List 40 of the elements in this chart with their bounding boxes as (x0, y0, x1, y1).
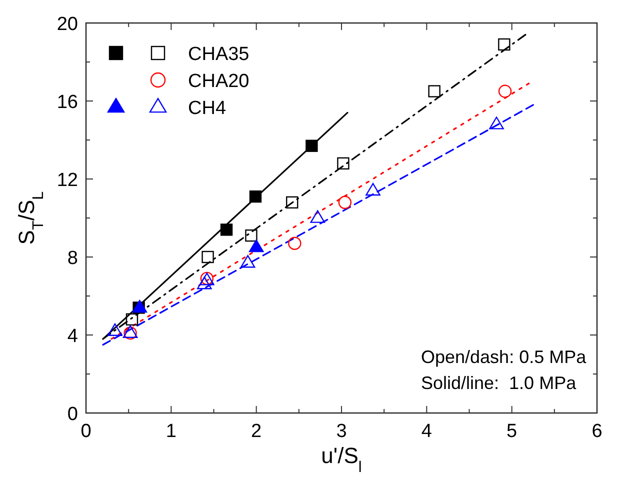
point (310, 210, 326, 223)
y-tick-label: 16 (56, 92, 78, 113)
x-tick-label: 3 (336, 421, 347, 442)
point (108, 323, 122, 336)
point (196, 276, 212, 290)
point (288, 236, 302, 250)
point (132, 300, 148, 313)
annotation: Solid/line: 1.0 MPa (421, 373, 578, 393)
point (366, 182, 380, 196)
point (240, 255, 256, 268)
x-tick-label: 2 (251, 421, 262, 442)
x-axis-title: u'/S$_{l}$ (321, 443, 362, 476)
legend-label: CH4 (188, 98, 226, 119)
x-tick-label: 0 (80, 421, 92, 442)
point (338, 196, 352, 209)
point (489, 116, 504, 130)
legend-label: CHA20 (188, 71, 250, 92)
x-tick-label: 5 (506, 421, 518, 442)
point (286, 196, 298, 208)
point (248, 240, 264, 252)
point (337, 157, 350, 170)
point (126, 313, 138, 326)
point (498, 38, 510, 51)
point (428, 85, 440, 98)
y-tick-label: 8 (67, 248, 78, 269)
point (220, 224, 233, 236)
y-tick-label: 20 (56, 14, 78, 35)
point (498, 84, 512, 98)
x-tick-label: 6 (592, 421, 602, 442)
point (202, 250, 214, 264)
annotation: Open/dash: 0.5 MPa (421, 347, 588, 367)
point (249, 190, 262, 203)
y-tick-label: 0 (67, 404, 78, 425)
y-tick-label: 12 (56, 170, 78, 191)
y-tick-label: 4 (67, 326, 78, 347)
point (306, 140, 318, 152)
point (245, 229, 258, 242)
x-tick-label: 4 (421, 421, 432, 442)
x-tick-label: 1 (166, 421, 176, 442)
legend-label: CHA35 (188, 44, 250, 65)
